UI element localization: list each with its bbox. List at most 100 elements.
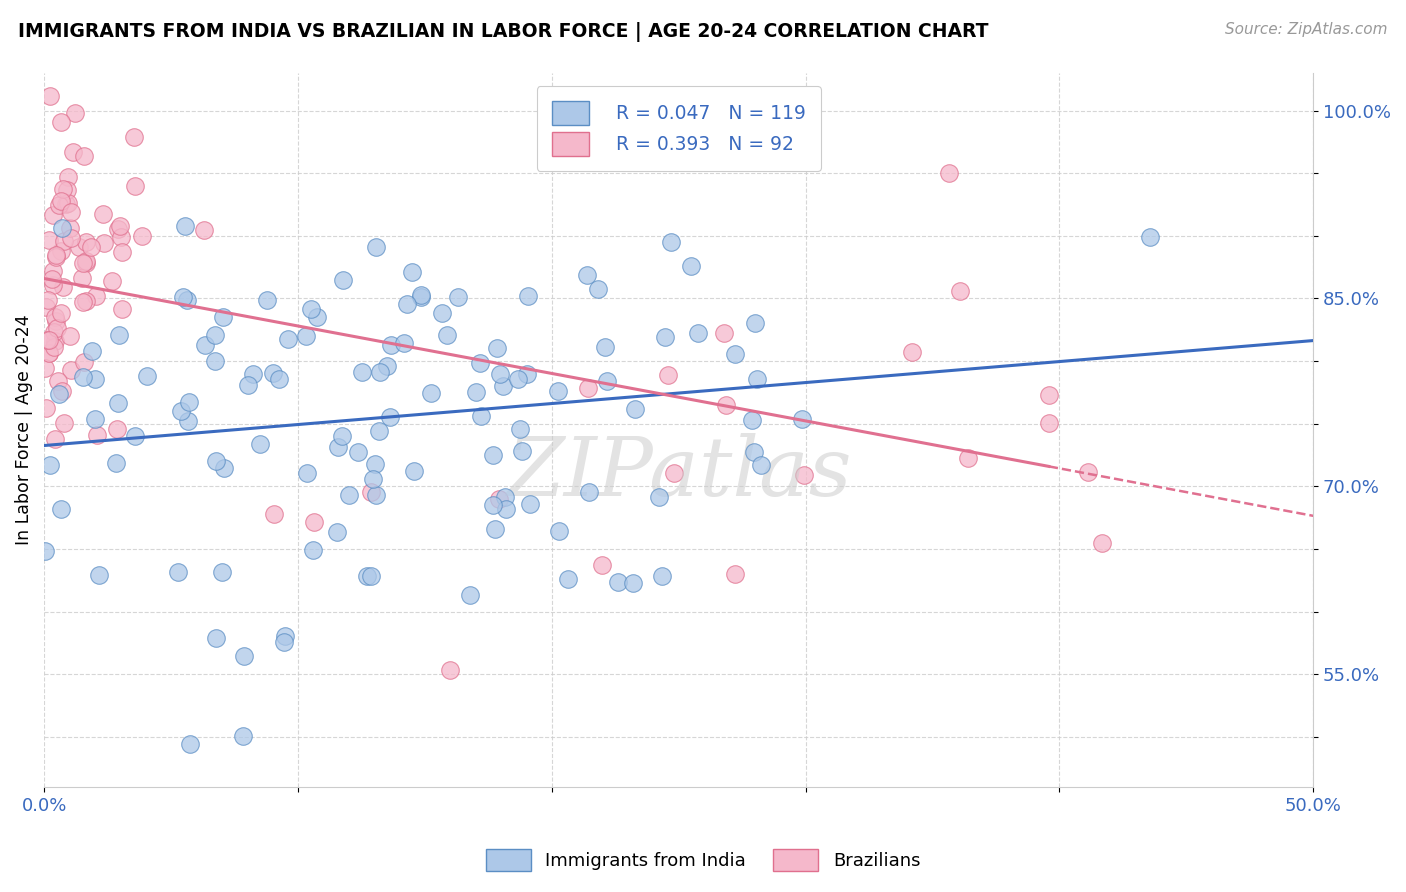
Brazilians: [93, 207, 115, 221]
Brazilians: [122, 130, 145, 145]
Immigrants from India: [404, 464, 426, 478]
Brazilians: [662, 466, 685, 480]
Immigrants from India: [89, 567, 111, 582]
Immigrants from India: [263, 366, 285, 380]
Brazilians: [52, 234, 75, 248]
Immigrants from India: [172, 290, 194, 304]
Immigrants from India: [380, 409, 402, 424]
Immigrants from India: [651, 569, 673, 583]
Brazilians: [110, 229, 132, 244]
Brazilians: [51, 182, 73, 196]
Immigrants from India: [366, 488, 388, 502]
Immigrants from India: [436, 328, 458, 343]
Brazilians: [793, 467, 815, 482]
Immigrants from India: [648, 491, 671, 505]
Immigrants from India: [484, 522, 506, 536]
Immigrants from India: [211, 565, 233, 579]
Immigrants from India: [194, 338, 217, 352]
Immigrants from India: [624, 401, 647, 416]
Immigrants from India: [212, 460, 235, 475]
Immigrants from India: [301, 301, 323, 316]
Immigrants from India: [305, 310, 328, 324]
Brazilians: [75, 256, 97, 270]
Immigrants from India: [742, 445, 765, 459]
Immigrants from India: [1139, 230, 1161, 244]
Immigrants from India: [392, 335, 415, 350]
Brazilians: [39, 89, 62, 103]
Brazilians: [1038, 417, 1060, 431]
Brazilians: [591, 558, 613, 573]
Immigrants from India: [679, 260, 702, 274]
Immigrants from India: [267, 372, 290, 386]
Immigrants from India: [204, 327, 226, 342]
Immigrants from India: [430, 306, 453, 320]
Brazilians: [42, 264, 65, 278]
Brazilians: [93, 236, 115, 251]
Brazilians: [263, 507, 285, 521]
Immigrants from India: [48, 387, 70, 401]
Brazilians: [65, 106, 87, 120]
Brazilians: [360, 485, 382, 500]
Immigrants from India: [659, 235, 682, 249]
Immigrants from India: [375, 359, 398, 373]
Brazilians: [76, 235, 98, 249]
Immigrants from India: [557, 572, 579, 586]
Immigrants from India: [108, 328, 131, 343]
Brazilians: [956, 450, 979, 465]
Brazilians: [59, 231, 82, 245]
Immigrants from India: [80, 344, 103, 359]
Brazilians: [51, 244, 73, 259]
Immigrants from India: [204, 353, 226, 368]
Brazilians: [38, 345, 60, 359]
Brazilians: [53, 416, 76, 430]
Immigrants from India: [38, 458, 60, 473]
Brazilians: [86, 428, 108, 442]
Brazilians: [42, 325, 65, 339]
Brazilians: [900, 345, 922, 359]
Immigrants from India: [578, 485, 600, 500]
Immigrants from India: [519, 496, 541, 510]
Immigrants from India: [586, 281, 609, 295]
Immigrants from India: [654, 329, 676, 343]
Brazilians: [52, 280, 75, 294]
Brazilians: [56, 183, 79, 197]
Immigrants from India: [744, 316, 766, 330]
Immigrants from India: [274, 629, 297, 643]
Brazilians: [193, 223, 215, 237]
Brazilians: [72, 270, 94, 285]
Immigrants from India: [277, 332, 299, 346]
Brazilians: [75, 253, 97, 268]
Brazilians: [111, 245, 134, 260]
Immigrants from India: [124, 429, 146, 443]
Brazilians: [111, 302, 134, 317]
Immigrants from India: [396, 297, 419, 311]
Brazilians: [48, 198, 70, 212]
Immigrants from India: [302, 542, 325, 557]
Brazilians: [657, 368, 679, 382]
Brazilians: [488, 491, 510, 506]
Immigrants from India: [606, 575, 628, 590]
Brazilians: [44, 340, 66, 354]
Brazilians: [45, 248, 67, 262]
Brazilians: [46, 321, 69, 335]
Immigrants from India: [741, 413, 763, 427]
Immigrants from India: [548, 524, 571, 538]
Immigrants from India: [51, 221, 73, 235]
Immigrants from India: [176, 293, 198, 308]
Brazilians: [41, 271, 63, 285]
Immigrants from India: [470, 409, 492, 423]
Immigrants from India: [326, 440, 349, 454]
Brazilians: [302, 515, 325, 529]
Legend:   R = 0.047   N = 119,   R = 0.393   N = 92: R = 0.047 N = 119, R = 0.393 N = 92: [537, 86, 821, 170]
Brazilians: [44, 432, 66, 446]
Brazilians: [107, 222, 129, 236]
Immigrants from India: [83, 412, 105, 426]
Legend: Immigrants from India, Brazilians: Immigrants from India, Brazilians: [478, 842, 928, 879]
Brazilians: [1077, 465, 1099, 479]
Immigrants from India: [481, 448, 503, 462]
Brazilians: [38, 233, 60, 247]
Immigrants from India: [332, 273, 354, 287]
Immigrants from India: [485, 341, 508, 355]
Brazilians: [58, 195, 80, 210]
Brazilians: [73, 149, 96, 163]
